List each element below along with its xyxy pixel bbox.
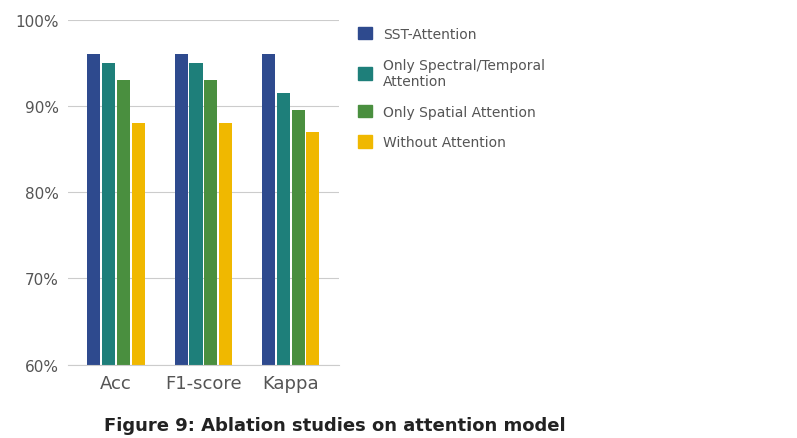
Bar — [219, 124, 232, 438]
Legend: SST-Attention, Only Spectral/Temporal
Attention, Only Spatial Attention, Without: SST-Attention, Only Spectral/Temporal At… — [351, 21, 552, 157]
Bar — [306, 133, 320, 438]
Bar — [277, 94, 290, 438]
Bar — [132, 124, 145, 438]
Bar — [102, 64, 116, 438]
Bar — [292, 111, 304, 438]
Bar — [117, 81, 130, 438]
Bar — [190, 64, 202, 438]
Bar — [88, 55, 100, 438]
Bar — [262, 55, 275, 438]
Text: Figure 9: Ablation studies on attention model: Figure 9: Ablation studies on attention … — [104, 416, 566, 434]
Bar — [175, 55, 188, 438]
Bar — [204, 81, 218, 438]
